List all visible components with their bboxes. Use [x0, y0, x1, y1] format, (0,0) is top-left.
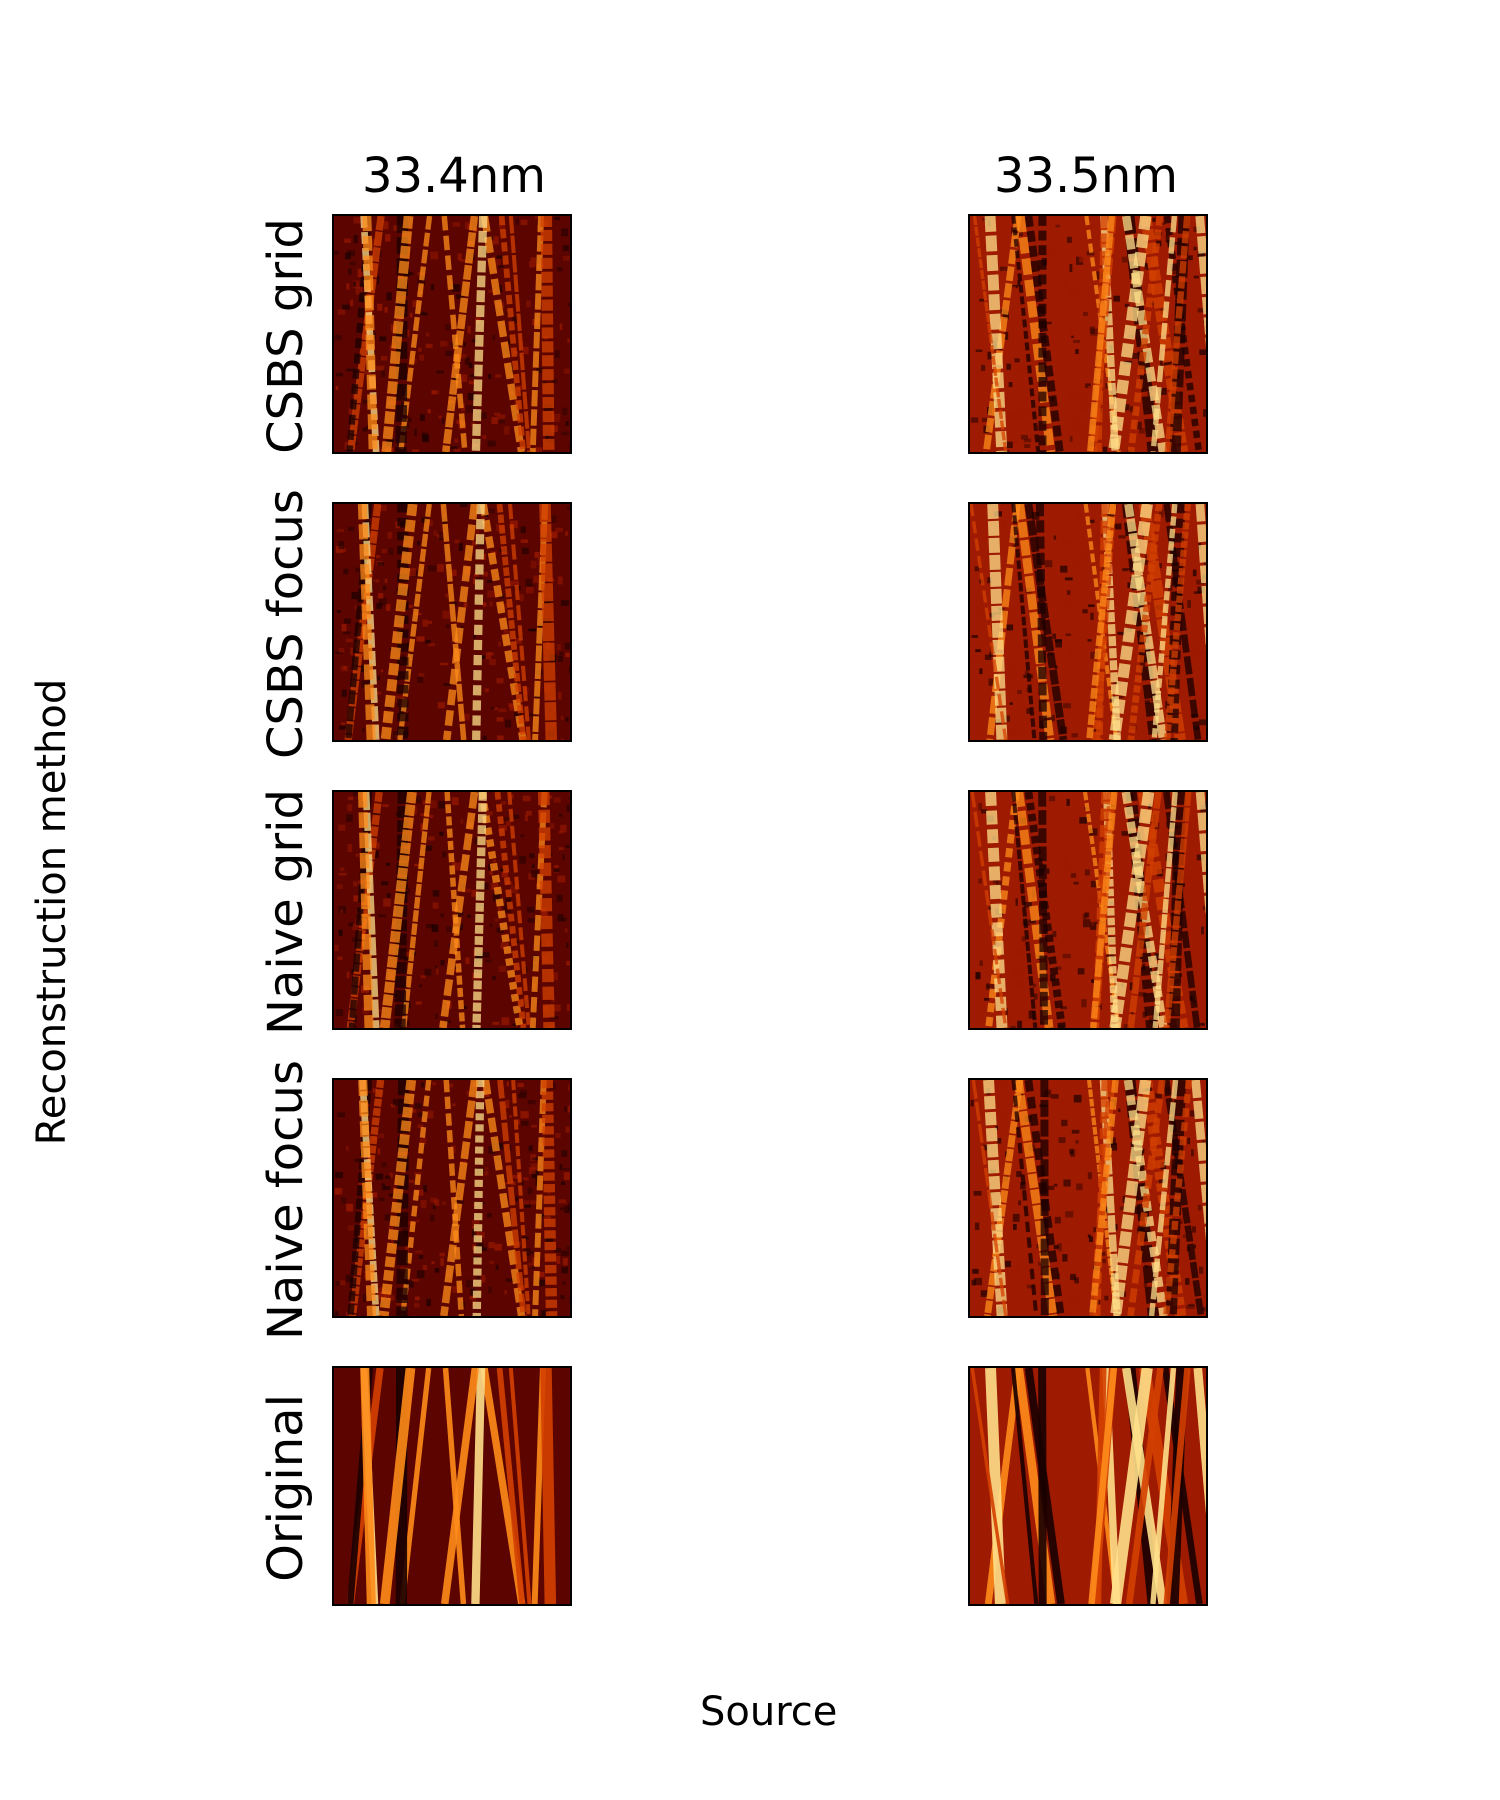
row-label-1: CSBS focus	[258, 489, 314, 759]
row-label-2: Naive grid	[258, 789, 314, 1035]
row-label-4: Original	[258, 1394, 314, 1582]
panel-csbs-focus-33.4nm	[332, 502, 572, 742]
panel-csbs-grid-33.4nm	[332, 214, 572, 454]
panel-naive-grid-33.4nm	[332, 790, 572, 1030]
column-title-0: 33.4nm	[361, 148, 547, 204]
panel-csbs-grid-33.5nm	[968, 214, 1208, 454]
panel-naive-grid-33.5nm	[968, 790, 1208, 1030]
row-label-0: CSBS grid	[258, 218, 314, 454]
panel-csbs-focus-33.5nm	[968, 502, 1208, 742]
y-axis-label: Reconstruction method	[29, 678, 75, 1146]
x-axis-label: Source	[700, 1689, 838, 1735]
panel-original-33.5nm	[968, 1366, 1208, 1606]
column-title-1: 33.5nm	[993, 148, 1179, 204]
panel-naive-focus-33.5nm	[968, 1078, 1208, 1318]
row-label-3: Naive focus	[258, 1060, 314, 1340]
panel-original-33.4nm	[332, 1366, 572, 1606]
panel-naive-focus-33.4nm	[332, 1078, 572, 1318]
